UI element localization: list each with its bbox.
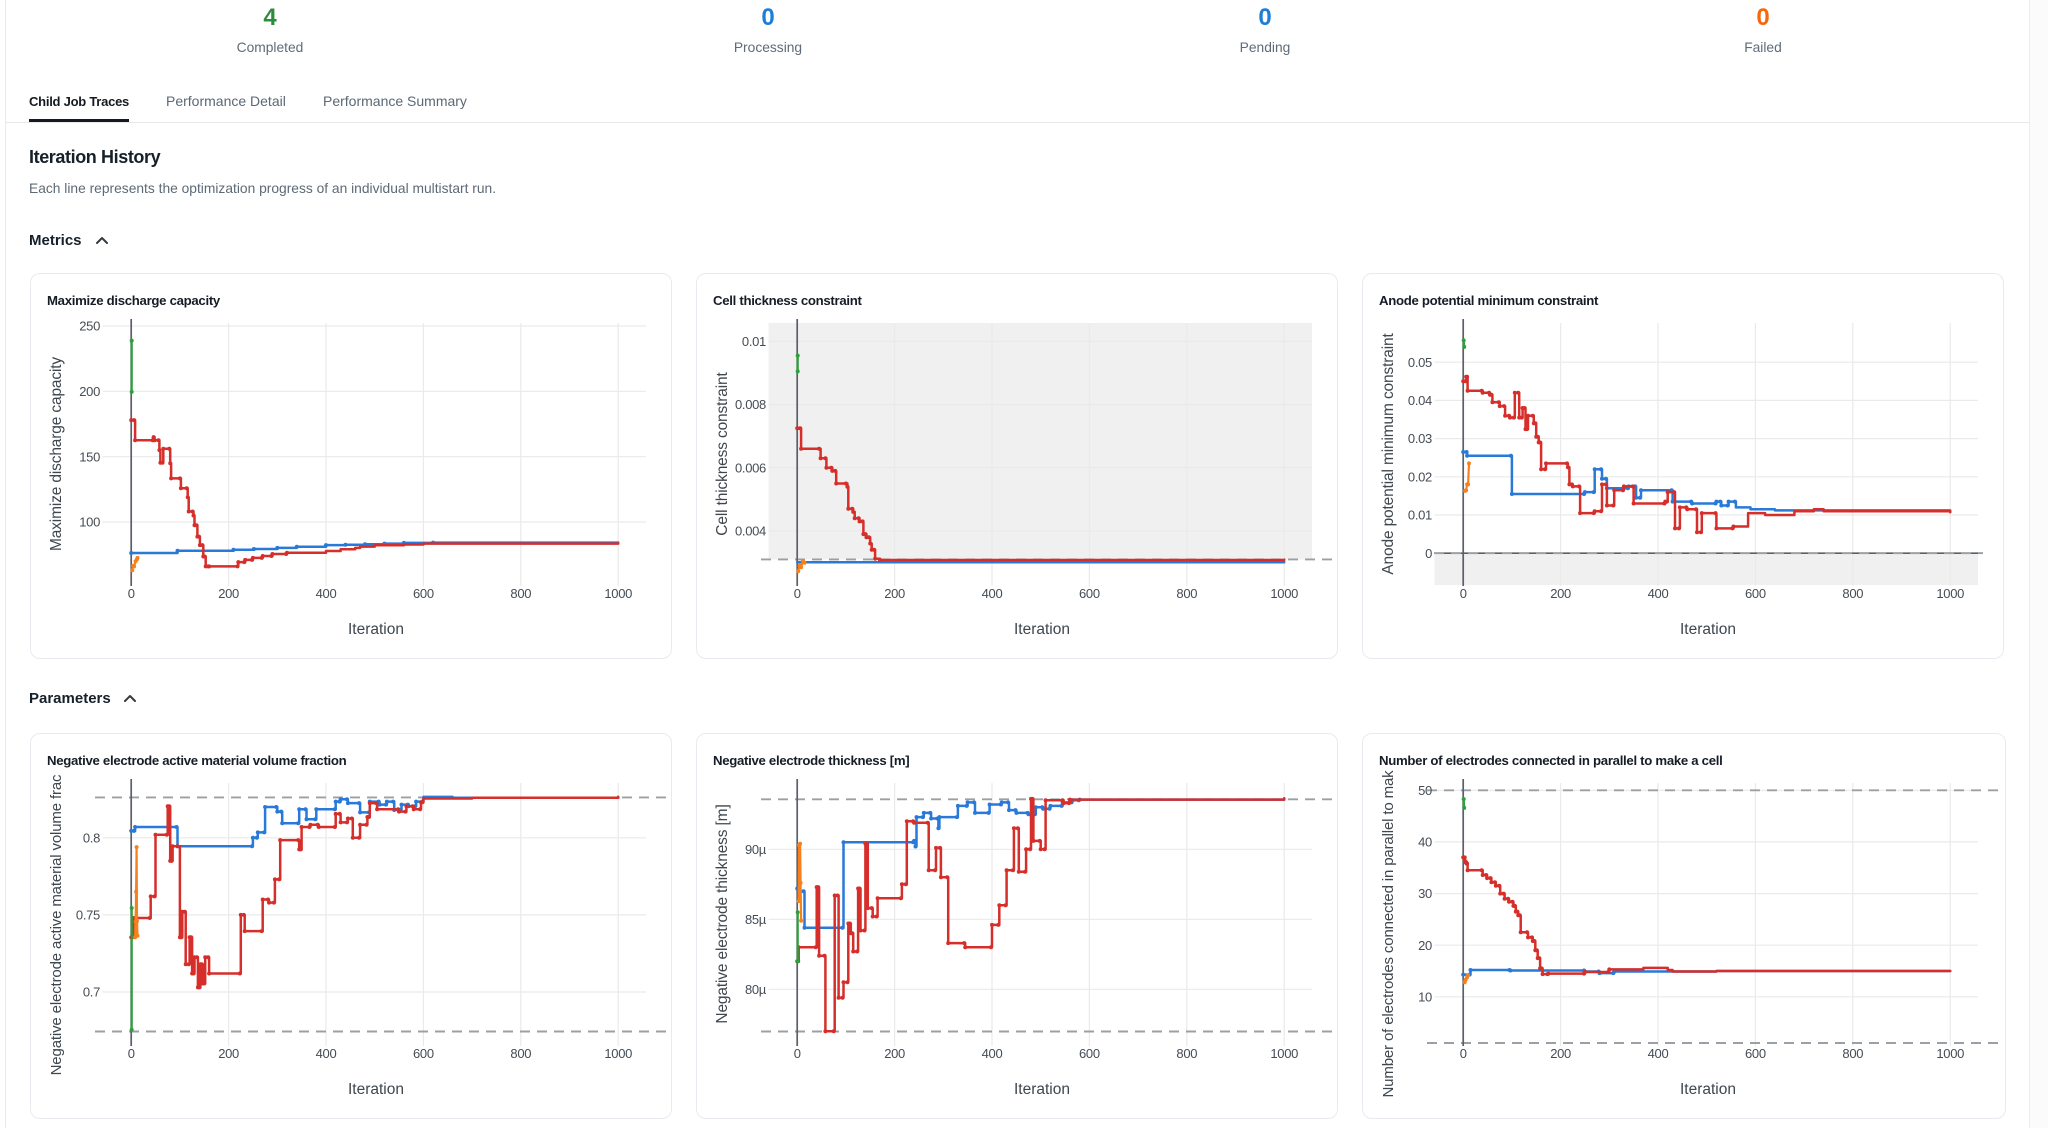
svg-text:800: 800 <box>1176 1046 1197 1061</box>
svg-text:Maximize discharge capacity: Maximize discharge capacity <box>47 293 221 308</box>
svg-text:Iteration: Iteration <box>1014 1081 1070 1098</box>
svg-text:90µ: 90µ <box>745 842 767 857</box>
svg-text:0: 0 <box>794 1046 801 1061</box>
svg-text:85µ: 85µ <box>745 912 767 927</box>
svg-text:Maximize discharge capacity: Maximize discharge capacity <box>48 357 65 551</box>
svg-text:Cell thickness constraint: Cell thickness constraint <box>714 371 731 535</box>
svg-text:1000: 1000 <box>1270 1046 1298 1061</box>
svg-text:Iteration: Iteration <box>348 1081 404 1098</box>
svg-text:600: 600 <box>1745 1046 1766 1061</box>
svg-text:1000: 1000 <box>604 586 632 601</box>
svg-text:200: 200 <box>218 586 239 601</box>
svg-text:400: 400 <box>316 1046 337 1061</box>
svg-text:0.8: 0.8 <box>83 830 100 845</box>
svg-text:0.75: 0.75 <box>76 908 100 923</box>
svg-text:Negative electrode active mate: Negative electrode active material volum… <box>48 774 65 1075</box>
svg-text:600: 600 <box>1079 1046 1100 1061</box>
svg-text:600: 600 <box>413 1046 434 1061</box>
svg-text:Iteration: Iteration <box>348 621 404 638</box>
svg-text:Iteration: Iteration <box>1014 621 1070 638</box>
svg-text:Negative electrode active mate: Negative electrode active material volum… <box>47 753 347 768</box>
svg-text:200: 200 <box>1550 1046 1571 1061</box>
svg-text:0.05: 0.05 <box>1408 355 1432 370</box>
svg-text:800: 800 <box>510 586 531 601</box>
svg-text:Negative electrode thickness [: Negative electrode thickness [m] <box>714 804 731 1023</box>
svg-text:0: 0 <box>1460 1046 1467 1061</box>
svg-text:0.04: 0.04 <box>1408 393 1432 408</box>
svg-text:10: 10 <box>1418 989 1432 1004</box>
svg-text:0.01: 0.01 <box>742 334 766 349</box>
svg-text:0.03: 0.03 <box>1408 431 1432 446</box>
svg-text:0.006: 0.006 <box>735 460 766 475</box>
svg-text:800: 800 <box>510 1046 531 1061</box>
svg-text:200: 200 <box>1550 586 1571 601</box>
svg-text:800: 800 <box>1176 586 1197 601</box>
svg-text:0.7: 0.7 <box>83 985 100 1000</box>
svg-text:Iteration: Iteration <box>1680 621 1736 638</box>
svg-text:600: 600 <box>1079 586 1100 601</box>
svg-text:30: 30 <box>1418 886 1432 901</box>
svg-text:Anode potential minimum constr: Anode potential minimum constraint <box>1380 333 1397 575</box>
svg-text:1000: 1000 <box>1936 1046 1964 1061</box>
svg-text:20: 20 <box>1418 938 1432 953</box>
svg-text:40: 40 <box>1418 835 1432 850</box>
svg-text:0: 0 <box>1425 546 1432 561</box>
svg-text:1000: 1000 <box>1936 586 1964 601</box>
svg-text:800: 800 <box>1842 586 1863 601</box>
svg-text:0.01: 0.01 <box>1408 508 1432 523</box>
svg-text:0.008: 0.008 <box>735 397 766 412</box>
svg-text:400: 400 <box>1648 1046 1669 1061</box>
svg-text:600: 600 <box>413 586 434 601</box>
svg-text:200: 200 <box>218 1046 239 1061</box>
svg-text:800: 800 <box>1842 1046 1863 1061</box>
svg-text:150: 150 <box>79 449 100 464</box>
svg-text:0.02: 0.02 <box>1408 469 1432 484</box>
svg-text:0.004: 0.004 <box>735 524 766 539</box>
svg-text:Number of electrodes connected: Number of electrodes connected in parall… <box>1379 753 1722 768</box>
svg-text:0: 0 <box>794 586 801 601</box>
svg-text:0: 0 <box>128 586 135 601</box>
svg-text:200: 200 <box>884 1046 905 1061</box>
svg-text:1000: 1000 <box>604 1046 632 1061</box>
svg-text:Negative electrode thickness [: Negative electrode thickness [m] <box>713 753 909 768</box>
svg-text:0: 0 <box>128 1046 135 1061</box>
svg-text:Anode potential minimum constr: Anode potential minimum constraint <box>1379 293 1599 308</box>
svg-text:0: 0 <box>1460 586 1467 601</box>
svg-text:50: 50 <box>1418 783 1432 798</box>
svg-text:400: 400 <box>982 586 1003 601</box>
svg-text:Iteration: Iteration <box>1680 1081 1736 1098</box>
svg-text:250: 250 <box>79 319 100 334</box>
svg-text:200: 200 <box>884 586 905 601</box>
svg-text:80µ: 80µ <box>745 982 767 997</box>
svg-text:Cell thickness constraint: Cell thickness constraint <box>713 293 863 308</box>
svg-text:Number of electrodes connected: Number of electrodes connected in parall… <box>1380 770 1397 1098</box>
svg-text:400: 400 <box>316 586 337 601</box>
svg-text:600: 600 <box>1745 586 1766 601</box>
svg-text:100: 100 <box>79 515 100 530</box>
svg-text:1000: 1000 <box>1270 586 1298 601</box>
svg-text:200: 200 <box>79 384 100 399</box>
svg-text:400: 400 <box>982 1046 1003 1061</box>
svg-text:400: 400 <box>1648 586 1669 601</box>
